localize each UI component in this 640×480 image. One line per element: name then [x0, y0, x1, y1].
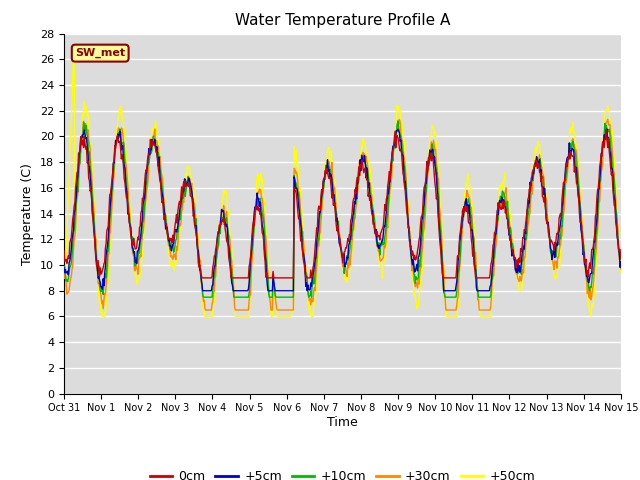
- Title: Water Temperature Profile A: Water Temperature Profile A: [235, 13, 450, 28]
- Text: SW_met: SW_met: [75, 48, 125, 58]
- Legend: 0cm, +5cm, +10cm, +30cm, +50cm: 0cm, +5cm, +10cm, +30cm, +50cm: [145, 465, 540, 480]
- X-axis label: Time: Time: [327, 416, 358, 429]
- Y-axis label: Temperature (C): Temperature (C): [22, 163, 35, 264]
